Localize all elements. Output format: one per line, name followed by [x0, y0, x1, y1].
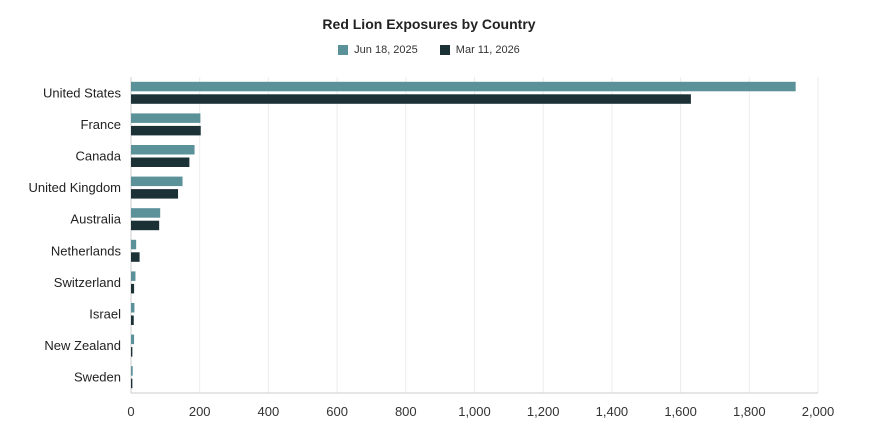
category-label: France: [81, 117, 121, 132]
category-label: Netherlands: [51, 243, 122, 258]
legend-label-series-2: Mar 11, 2026: [455, 44, 520, 56]
category-label: United States: [43, 85, 122, 100]
x-tick-label: 600: [326, 404, 348, 419]
bar-series-1: [131, 334, 135, 345]
category-label: Canada: [75, 149, 121, 164]
x-tick-label: 400: [258, 404, 280, 419]
bar-series-2: [131, 378, 133, 389]
bar-series-2: [131, 283, 135, 294]
legend-swatch-series-1: [338, 45, 349, 55]
bar-series-1: [131, 208, 161, 218]
category-label: Australia: [70, 212, 121, 227]
x-tick-label: 1,000: [458, 404, 491, 419]
bar-series-1: [131, 113, 201, 123]
bar-series-1: [131, 239, 137, 250]
x-tick-label: 0: [127, 404, 134, 419]
chart-title: Red Lion Exposures by Country: [322, 16, 536, 32]
bar-series-2: [131, 315, 134, 325]
x-tick-label: 1,200: [527, 404, 560, 419]
bar-series-2: [131, 252, 140, 262]
bar-series-2: [131, 125, 201, 136]
legend-item-series-1[interactable]: Jun 18, 2025: [338, 44, 418, 56]
category-label: Switzerland: [54, 275, 121, 290]
bar-series-1: [131, 303, 135, 313]
legend: Jun 18, 2025 Mar 11, 2026: [0, 44, 858, 56]
category-label: Sweden: [74, 370, 121, 385]
bar-series-1: [131, 366, 133, 376]
bar-series-1: [131, 176, 183, 187]
bar-series-2: [131, 189, 179, 199]
category-label: United Kingdom: [29, 180, 122, 195]
x-tick-label: 2,000: [802, 404, 835, 419]
x-tick-label: 1,600: [664, 404, 697, 419]
legend-label-series-1: Jun 18, 2025: [354, 44, 418, 56]
x-tick-label: 1,800: [733, 404, 766, 419]
legend-swatch-series-2: [439, 45, 450, 55]
category-label: Israel: [89, 307, 121, 322]
bar-series-2: [131, 94, 691, 104]
category-label: New Zealand: [44, 338, 121, 353]
x-tick-label: 800: [395, 404, 417, 419]
bar-series-1: [131, 145, 195, 155]
bar-series-2: [131, 220, 160, 231]
x-tick-label: 1,400: [596, 404, 629, 419]
legend-item-series-2[interactable]: Mar 11, 2026: [439, 44, 520, 56]
bar-series-1: [131, 81, 796, 92]
bar-series-2: [131, 157, 190, 167]
bar-series-2: [131, 347, 133, 357]
bar-series-1: [131, 271, 136, 281]
x-tick-label: 200: [189, 404, 211, 419]
